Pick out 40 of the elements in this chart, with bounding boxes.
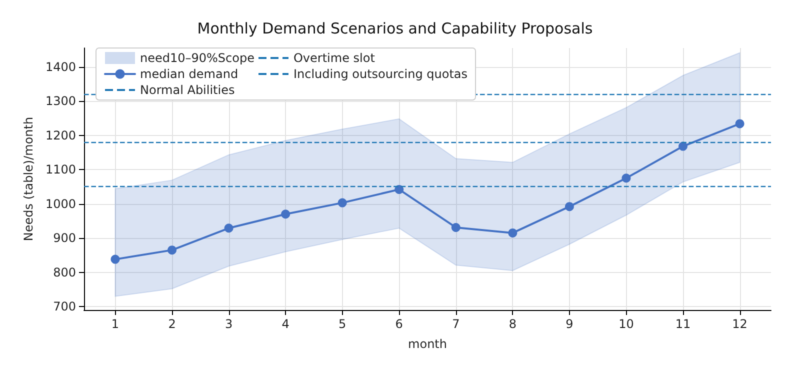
x-tick-label: 5 (338, 317, 346, 331)
y-tick-label: 1000 (45, 196, 76, 211)
x-tick-label: 6 (395, 317, 403, 331)
x-tick-label: 10 (618, 317, 634, 331)
x-tick-label: 9 (566, 317, 574, 331)
point (451, 222, 460, 232)
x-tick-label: 11 (675, 317, 691, 331)
y-axis-title: Needs (table)/month (22, 116, 36, 242)
legend-label: Overtime slot (293, 51, 376, 65)
y-tick-label: 1100 (45, 162, 76, 177)
y-tick-label: 800 (53, 265, 76, 280)
point (168, 246, 177, 255)
point (564, 202, 574, 212)
x-tick-label: 12 (732, 317, 748, 331)
legend-label: need10–90%Scope (140, 51, 254, 65)
x-tick-label: 8 (508, 317, 516, 331)
y-tick-label: 1200 (45, 128, 76, 142)
x-tick-label: 4 (282, 317, 290, 331)
x-tick-label: 1 (111, 317, 120, 331)
y-tick-label: 700 (53, 300, 76, 314)
point (338, 198, 347, 208)
y-tick-label: 900 (53, 231, 76, 246)
y-tick-label: 1300 (45, 94, 76, 108)
legend-label: Including outsourcing quotas (293, 67, 468, 81)
x-tick-label: 7 (452, 317, 460, 331)
point (394, 184, 404, 194)
point (622, 174, 631, 183)
legend-label: Normal Abilities (140, 83, 235, 97)
x-axis-title: month (408, 337, 447, 351)
chart-title: Monthly Demand Scenarios and Capability Proposals (197, 20, 593, 38)
x-tick-label: 2 (168, 317, 176, 331)
point (224, 224, 234, 233)
legend-label: median demand (140, 67, 238, 81)
y-tick-label: 1400 (45, 60, 76, 74)
point (508, 228, 518, 238)
point (110, 254, 120, 264)
point (735, 119, 744, 128)
point (678, 142, 688, 151)
point (281, 210, 290, 219)
x-tick-label: 3 (224, 317, 233, 331)
